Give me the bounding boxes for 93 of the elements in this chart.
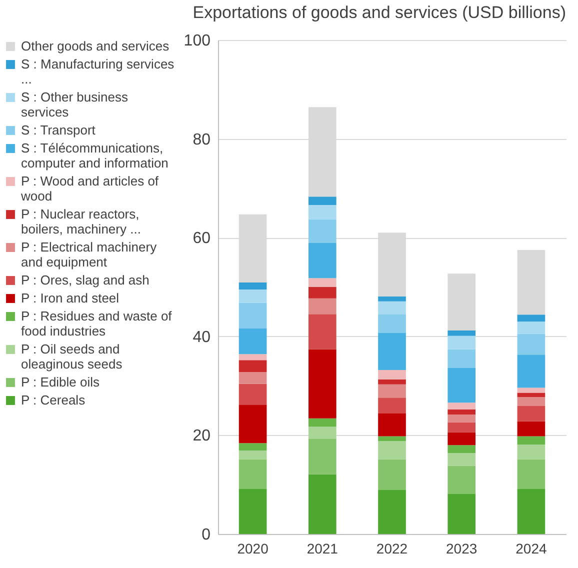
bar [517,314,546,322]
bar [238,404,267,444]
bar [238,302,267,328]
legend-label: P : Ores, slag and ash [21,272,150,288]
legend-label: P : Nuclear reactors, boilers, machinery ... [21,206,141,236]
bar [448,452,476,466]
bar [308,418,336,427]
bar [308,349,336,418]
bar [378,398,406,414]
bar [517,444,546,460]
bar [448,466,476,494]
bar [448,445,476,453]
legend-label: P : Edible oils [21,374,100,390]
legend-label: P : Residues and waste of food industries [21,308,172,338]
bar [378,332,406,370]
bar [378,301,406,314]
bar [238,354,267,360]
bar [378,314,406,333]
bar [308,426,336,439]
bar [378,413,406,436]
bar [238,328,267,354]
bar [308,314,336,350]
bar [308,298,336,314]
x-tick-label: 2021 [306,540,338,556]
y-tick-label: 60 [192,230,211,248]
bar [308,204,336,220]
legend-label: S : Other business services [21,90,128,120]
legend-label: P : Iron and steel [21,290,120,306]
bar [308,278,336,287]
legend-label: S : Télécommunications, computer and information [21,140,168,170]
y-tick-label: 20 [192,428,211,445]
bar [517,406,546,422]
bar [517,421,546,436]
bar [448,368,476,403]
bar [517,489,546,534]
bar [238,372,267,384]
bar [448,402,476,410]
y-tick-label: 80 [192,131,211,148]
bar [308,438,336,474]
bar [238,443,267,451]
bar [238,459,267,490]
bar [448,330,476,336]
bar [238,450,267,460]
bar [308,474,336,534]
bar [238,289,267,303]
bar [517,388,546,393]
bar [517,334,546,355]
legend-label: P : Cereals [21,392,86,408]
bar [448,494,476,534]
y-tick-label: 0 [202,526,211,544]
bar [308,287,336,298]
chart-title: Exportations of goods and services (USD billions) [192,3,566,22]
bar [517,250,546,315]
bar [448,422,476,432]
bar [517,436,546,445]
bar [238,360,267,372]
bar [517,322,546,334]
bar [448,410,476,414]
bar [238,282,267,290]
bar [517,459,546,490]
bar [308,196,336,205]
y-tick-label: 100 [184,32,211,50]
bar [448,349,476,368]
bar [238,384,267,405]
legend-label: S : Manufacturing services ... [21,56,175,86]
bar [238,489,267,534]
legend-label: Other goods and services [21,38,170,54]
bar [308,219,336,244]
bar [378,441,406,460]
legend-label: P : Electrical machinery and equipment [21,240,158,270]
legend-label: P : Oil seeds and oleaginous seeds [21,342,123,372]
bar [448,274,476,330]
bar [378,436,406,442]
legend-label: S : Transport [21,122,96,138]
bar [378,384,406,398]
bar [378,459,406,490]
legend-label: P : Wood and articles of wood [20,174,159,204]
bar [448,414,476,422]
bar [517,354,546,388]
bar [378,296,406,302]
y-tick-label: 40 [192,328,211,346]
bar [378,490,406,534]
bar [378,370,406,380]
x-tick-label: 2024 [516,540,547,556]
bar [378,379,406,384]
x-tick-label: 2020 [237,540,269,556]
bar [448,432,476,446]
x-tick-label: 2023 [446,540,478,556]
bar [517,392,546,398]
bar [517,397,546,406]
x-tick-label: 2022 [376,540,408,556]
bar [448,336,476,350]
bar [308,243,336,278]
